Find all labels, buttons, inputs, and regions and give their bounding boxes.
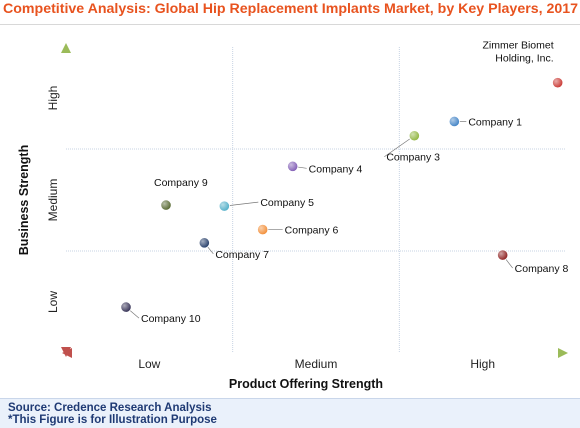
footer: Source: Credence Research Analysis *This… [0, 398, 580, 428]
x-axis-title: Product Offering Strength [229, 377, 383, 391]
data-point-label: Company 1 [468, 116, 522, 128]
data-point-highlight [287, 161, 298, 172]
axes [61, 43, 568, 358]
data-point-highlight [219, 200, 230, 212]
data-point-highlight [497, 249, 508, 261]
data-point-label: Company 8 [515, 263, 569, 275]
data-point-group: Company 10 [120, 301, 201, 325]
x-tick-label: High [470, 357, 495, 371]
y-tick-label: Medium [46, 179, 60, 222]
x-tick-label: Medium [295, 357, 338, 371]
x-axis-arrow-right [558, 348, 568, 358]
title-bar: Competitive Analysis: Global Hip Replace… [0, 0, 580, 22]
data-point-group: Company 5 [218, 197, 314, 212]
tick-labels: Low Medium High Low Medium High [46, 86, 495, 371]
data-point-group: Zimmer Biomet Holding, Inc. [482, 40, 564, 89]
axis-labels: Product Offering Strength Business Streng… [17, 145, 383, 391]
x-tick-label: Low [138, 357, 160, 371]
data-point-label: Company 6 [285, 225, 339, 237]
illustration-note: *This Figure is for Illustration Purpose [8, 414, 217, 426]
y-tick-label: Low [46, 291, 60, 313]
leader-line [384, 135, 415, 158]
data-point-highlight [199, 237, 210, 249]
data-point-highlight [257, 224, 268, 235]
grid [66, 47, 566, 353]
data-point-group: Company 8 [497, 249, 569, 275]
scatter-chart: Low Medium High Low Medium High Product Offer… [17, 40, 569, 391]
data-point-highlight [552, 77, 563, 88]
data-point-group: Company 6 [257, 223, 339, 237]
data-point-group: Company 7 [198, 237, 269, 261]
data-point-label: Company 5 [260, 197, 314, 209]
data-point-label: Company 3 [386, 152, 440, 164]
data-point-group: Company 1 [448, 115, 522, 128]
y-axis-arrow-up [61, 43, 71, 53]
data-point-label: Company 9 [154, 177, 208, 189]
data-point-label: Company 4 [309, 163, 363, 175]
data-point-label: Company 7 [215, 249, 269, 261]
leader-line [224, 201, 259, 207]
data-point-highlight [160, 199, 172, 211]
data-point-group: Company 3 [384, 130, 440, 164]
y-tick-label: High [46, 86, 60, 111]
data-points: Zimmer Biomet Holding, Inc. Company 1 Compa… [120, 40, 569, 325]
data-point-highlight [120, 301, 132, 313]
data-point-highlight [449, 116, 460, 127]
chart-title: Competitive Analysis: Global Hip Replace… [3, 1, 579, 17]
data-point-label: Company 10 [141, 313, 201, 325]
source-note: Source: Credence Research Analysis [8, 402, 212, 414]
chart-area: Low Medium High Low Medium High Product Offer… [0, 24, 580, 399]
y-axis-title: Business Strength [17, 145, 31, 255]
data-point-group: Company 9 [154, 177, 208, 211]
y-axis-arrow-down [61, 347, 71, 357]
data-point-group: Company 4 [287, 160, 363, 175]
data-point-highlight [409, 130, 420, 141]
data-point-label: Zimmer Biomet Holding, Inc. [482, 40, 553, 65]
